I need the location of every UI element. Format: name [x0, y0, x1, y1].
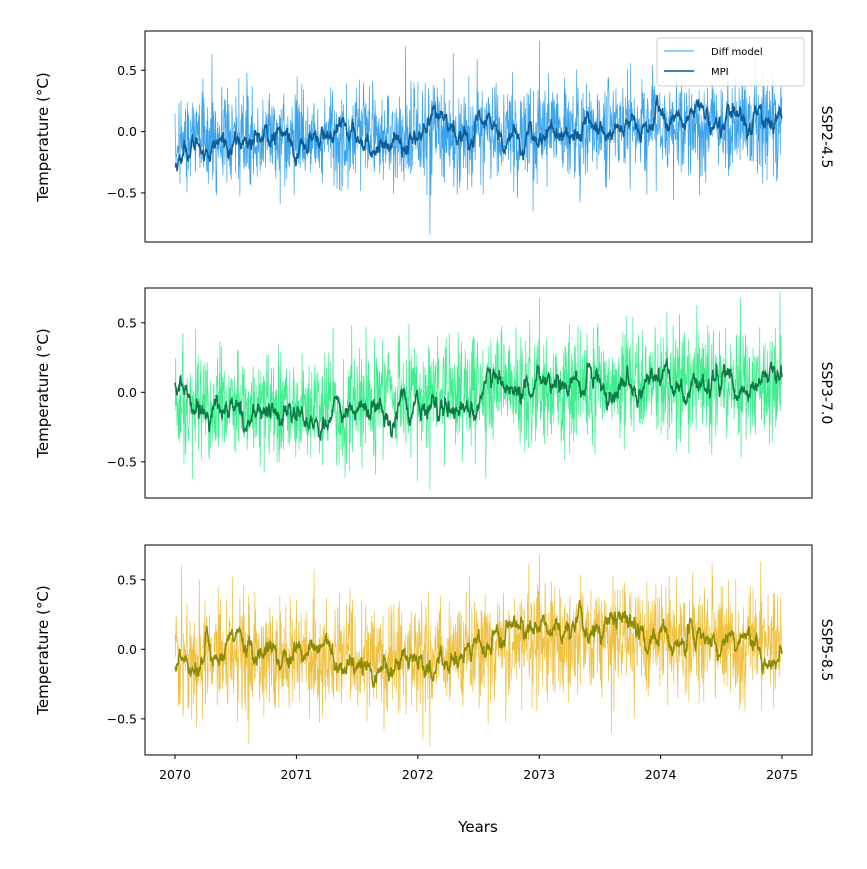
- series-diff-model-line: [174, 290, 783, 490]
- x-tick-label: 2075: [766, 767, 798, 782]
- series-mpi-line: [174, 600, 783, 688]
- x-axis-label: Years: [457, 818, 498, 836]
- y-tick-label: −0.5: [107, 185, 137, 200]
- y-tick-label: 0.0: [117, 124, 137, 139]
- panel-1-frame: [144, 30, 813, 243]
- panel-2-y-axis-label: Temperature (°C): [34, 328, 52, 458]
- panel-ssp3-7-0: −0.5 0.0 0.5 Temperature (°C) SSP3-7.0: [34, 287, 834, 499]
- panel-2-scenario-label: SSP3-7.0: [818, 362, 834, 424]
- legend-label-mpi: MPI: [711, 67, 729, 78]
- x-axis-ticks: 2070 2071 2072 2073 2074 2075: [159, 755, 798, 782]
- panel-3-y-axis-label: Temperature (°C): [34, 585, 52, 715]
- legend-label-diff-model: Diff model: [711, 47, 763, 58]
- series-diff-model-line: [174, 554, 783, 747]
- x-tick-label: 2070: [159, 767, 191, 782]
- x-tick-label: 2073: [523, 767, 555, 782]
- series-mpi-line: [174, 94, 783, 172]
- legend-box: [656, 37, 805, 87]
- panel-1-y-ticks: −0.5 0.0 0.5: [107, 63, 145, 200]
- y-tick-label: 0.0: [117, 385, 137, 400]
- panel-3-scenario-label: SSP5-8.5: [818, 619, 834, 681]
- y-tick-label: −0.5: [107, 454, 137, 469]
- series-mpi-line: [174, 357, 783, 441]
- panel-3-series: [174, 554, 783, 747]
- y-tick-label: 0.5: [117, 572, 137, 587]
- y-tick-label: −0.5: [107, 711, 137, 726]
- legend: Diff model MPI: [656, 37, 805, 87]
- panel-2-series: [174, 290, 783, 490]
- panel-1-series: [174, 40, 783, 235]
- panel-1-scenario-label: SSP2-4.5: [818, 106, 834, 168]
- y-tick-label: 0.5: [117, 315, 137, 330]
- panel-1-y-axis-label: Temperature (°C): [34, 72, 52, 202]
- y-tick-label: 0.5: [117, 63, 137, 78]
- series-diff-model-line: [174, 40, 783, 235]
- panel-3-y-ticks: −0.5 0.0 0.5: [107, 572, 145, 726]
- x-tick-label: 2074: [645, 767, 677, 782]
- x-tick-label: 2072: [402, 767, 434, 782]
- panel-ssp2-4-5: −0.5 0.0 0.5 Temperature (°C) SSP2-4.5 Dif…: [34, 30, 834, 243]
- x-tick-label: 2071: [280, 767, 312, 782]
- panel-ssp5-8-5: −0.5 0.0 0.5 Temperature (°C) SSP5-8.5: [34, 544, 834, 756]
- y-tick-label: 0.0: [117, 642, 137, 657]
- panel-2-frame: [144, 287, 813, 499]
- panel-3-frame: [144, 544, 813, 756]
- panel-2-y-ticks: −0.5 0.0 0.5: [107, 315, 145, 469]
